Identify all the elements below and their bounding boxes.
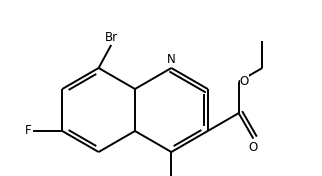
Text: Br: Br — [105, 31, 118, 44]
Text: O: O — [249, 141, 258, 154]
Text: F: F — [25, 124, 32, 137]
Text: O: O — [240, 75, 249, 88]
Text: N: N — [167, 53, 176, 66]
